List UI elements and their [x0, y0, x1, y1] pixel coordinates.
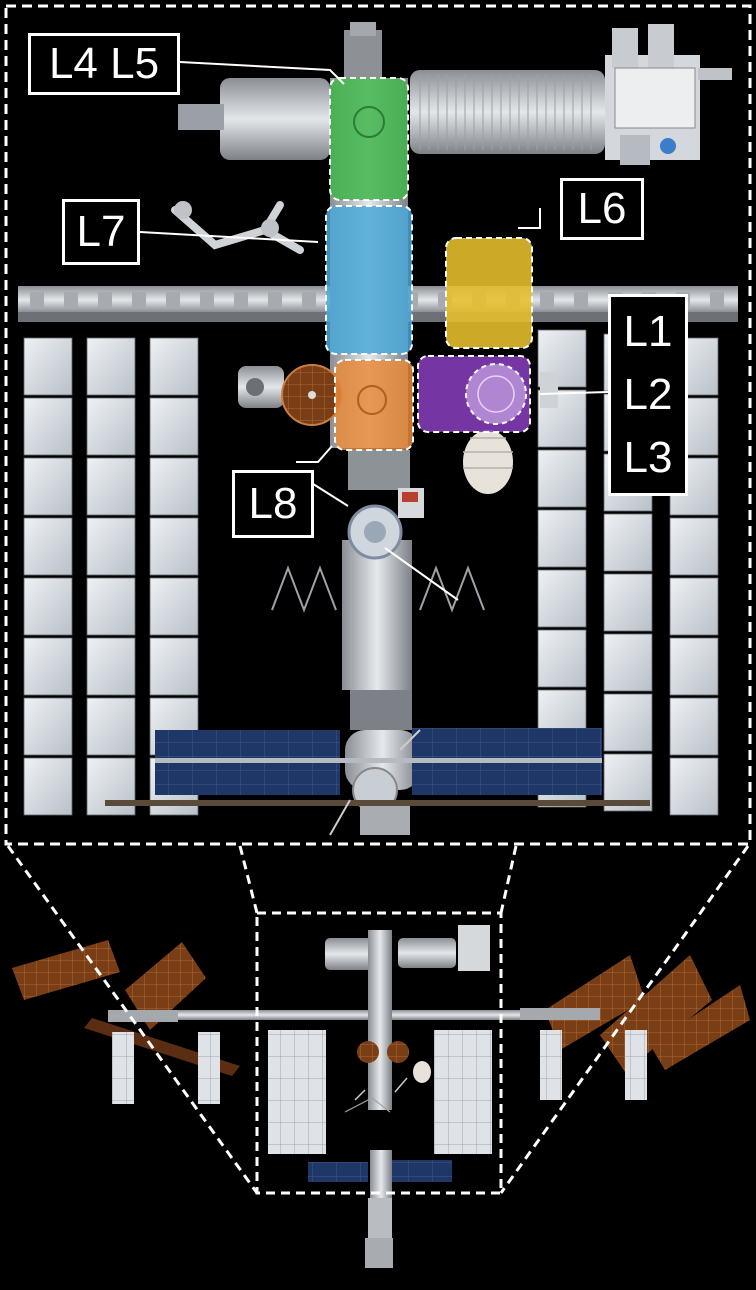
robotic-arm	[171, 201, 304, 254]
radiator-panel	[669, 517, 719, 576]
radiator-panel	[86, 337, 136, 396]
radiator-panel	[669, 637, 719, 696]
truss-segment	[132, 292, 146, 308]
truss-segment	[98, 292, 112, 308]
radiator-panel	[23, 457, 73, 516]
truss-segment	[574, 292, 588, 308]
zigzag-radiator	[271, 565, 485, 613]
radiator-panel	[149, 637, 199, 696]
radiator-panel	[23, 337, 73, 396]
radiator-panel	[86, 397, 136, 456]
radiator-panel	[23, 577, 73, 636]
exposed-facility	[605, 24, 732, 165]
radiator-panel	[603, 693, 653, 752]
radiator-panel	[23, 517, 73, 576]
truss-segment	[710, 292, 724, 308]
truss-segment	[268, 292, 282, 308]
radiator-panel	[23, 697, 73, 756]
radiator-panel	[23, 397, 73, 456]
radiator-panel	[149, 457, 199, 516]
radiator-panel	[537, 569, 587, 628]
highlight-l4-l5	[329, 77, 409, 201]
detail-region-frame	[255, 911, 503, 1195]
radiator-panel	[23, 637, 73, 696]
highlight-l7	[325, 205, 413, 355]
radiator-panel	[537, 509, 587, 568]
radiator-panel	[603, 513, 653, 572]
radiator-panel	[149, 397, 199, 456]
beam-module	[463, 430, 513, 494]
cygnus-solar-disc	[281, 364, 343, 426]
radiator-panel	[603, 633, 653, 692]
label-l3: L3	[623, 432, 673, 482]
left-radiator-array	[23, 337, 199, 816]
label-l4-l5: L4 L5	[28, 33, 180, 95]
radiator-panel	[669, 577, 719, 636]
radiator-panel	[603, 573, 653, 632]
radiator-panel	[537, 629, 587, 688]
truss-segment	[166, 292, 180, 308]
lower-pmm	[342, 540, 412, 690]
left-lab-module	[220, 78, 330, 160]
radiator-panel	[149, 517, 199, 576]
radiator-panel	[23, 757, 73, 816]
radiator-panel	[86, 517, 136, 576]
highlight-l8	[334, 359, 414, 451]
full-station-view	[6, 845, 750, 1268]
highlight-l6	[445, 237, 533, 349]
radiator-panel	[669, 697, 719, 756]
label-l1-l2-l3: L1 L2 L3	[608, 294, 688, 496]
truss-segment	[540, 292, 554, 308]
label-l7: L7	[62, 199, 140, 265]
label-l1: L1	[623, 307, 673, 357]
radiator-panel	[86, 697, 136, 756]
truss-segment	[30, 292, 44, 308]
radiator-panel	[86, 757, 136, 816]
radiator-panel	[86, 577, 136, 636]
radiator-panel	[86, 637, 136, 696]
truss-segment	[64, 292, 78, 308]
leader-lines	[139, 61, 609, 507]
label-l2: L2	[623, 369, 673, 419]
truss-segment	[302, 292, 316, 308]
radiator-panel	[149, 337, 199, 396]
radiator-panel	[537, 449, 587, 508]
label-l8: L8	[232, 470, 314, 538]
zoom-frame	[4, 4, 752, 846]
truss-segment	[234, 292, 248, 308]
right-lab-module	[410, 70, 605, 154]
radiator-panel	[669, 757, 719, 816]
zoom-connector-lines	[6, 845, 750, 1194]
truss-segment	[200, 292, 214, 308]
radiator-panel	[86, 457, 136, 516]
label-l6: L6	[560, 178, 644, 240]
radiator-panel	[149, 577, 199, 636]
